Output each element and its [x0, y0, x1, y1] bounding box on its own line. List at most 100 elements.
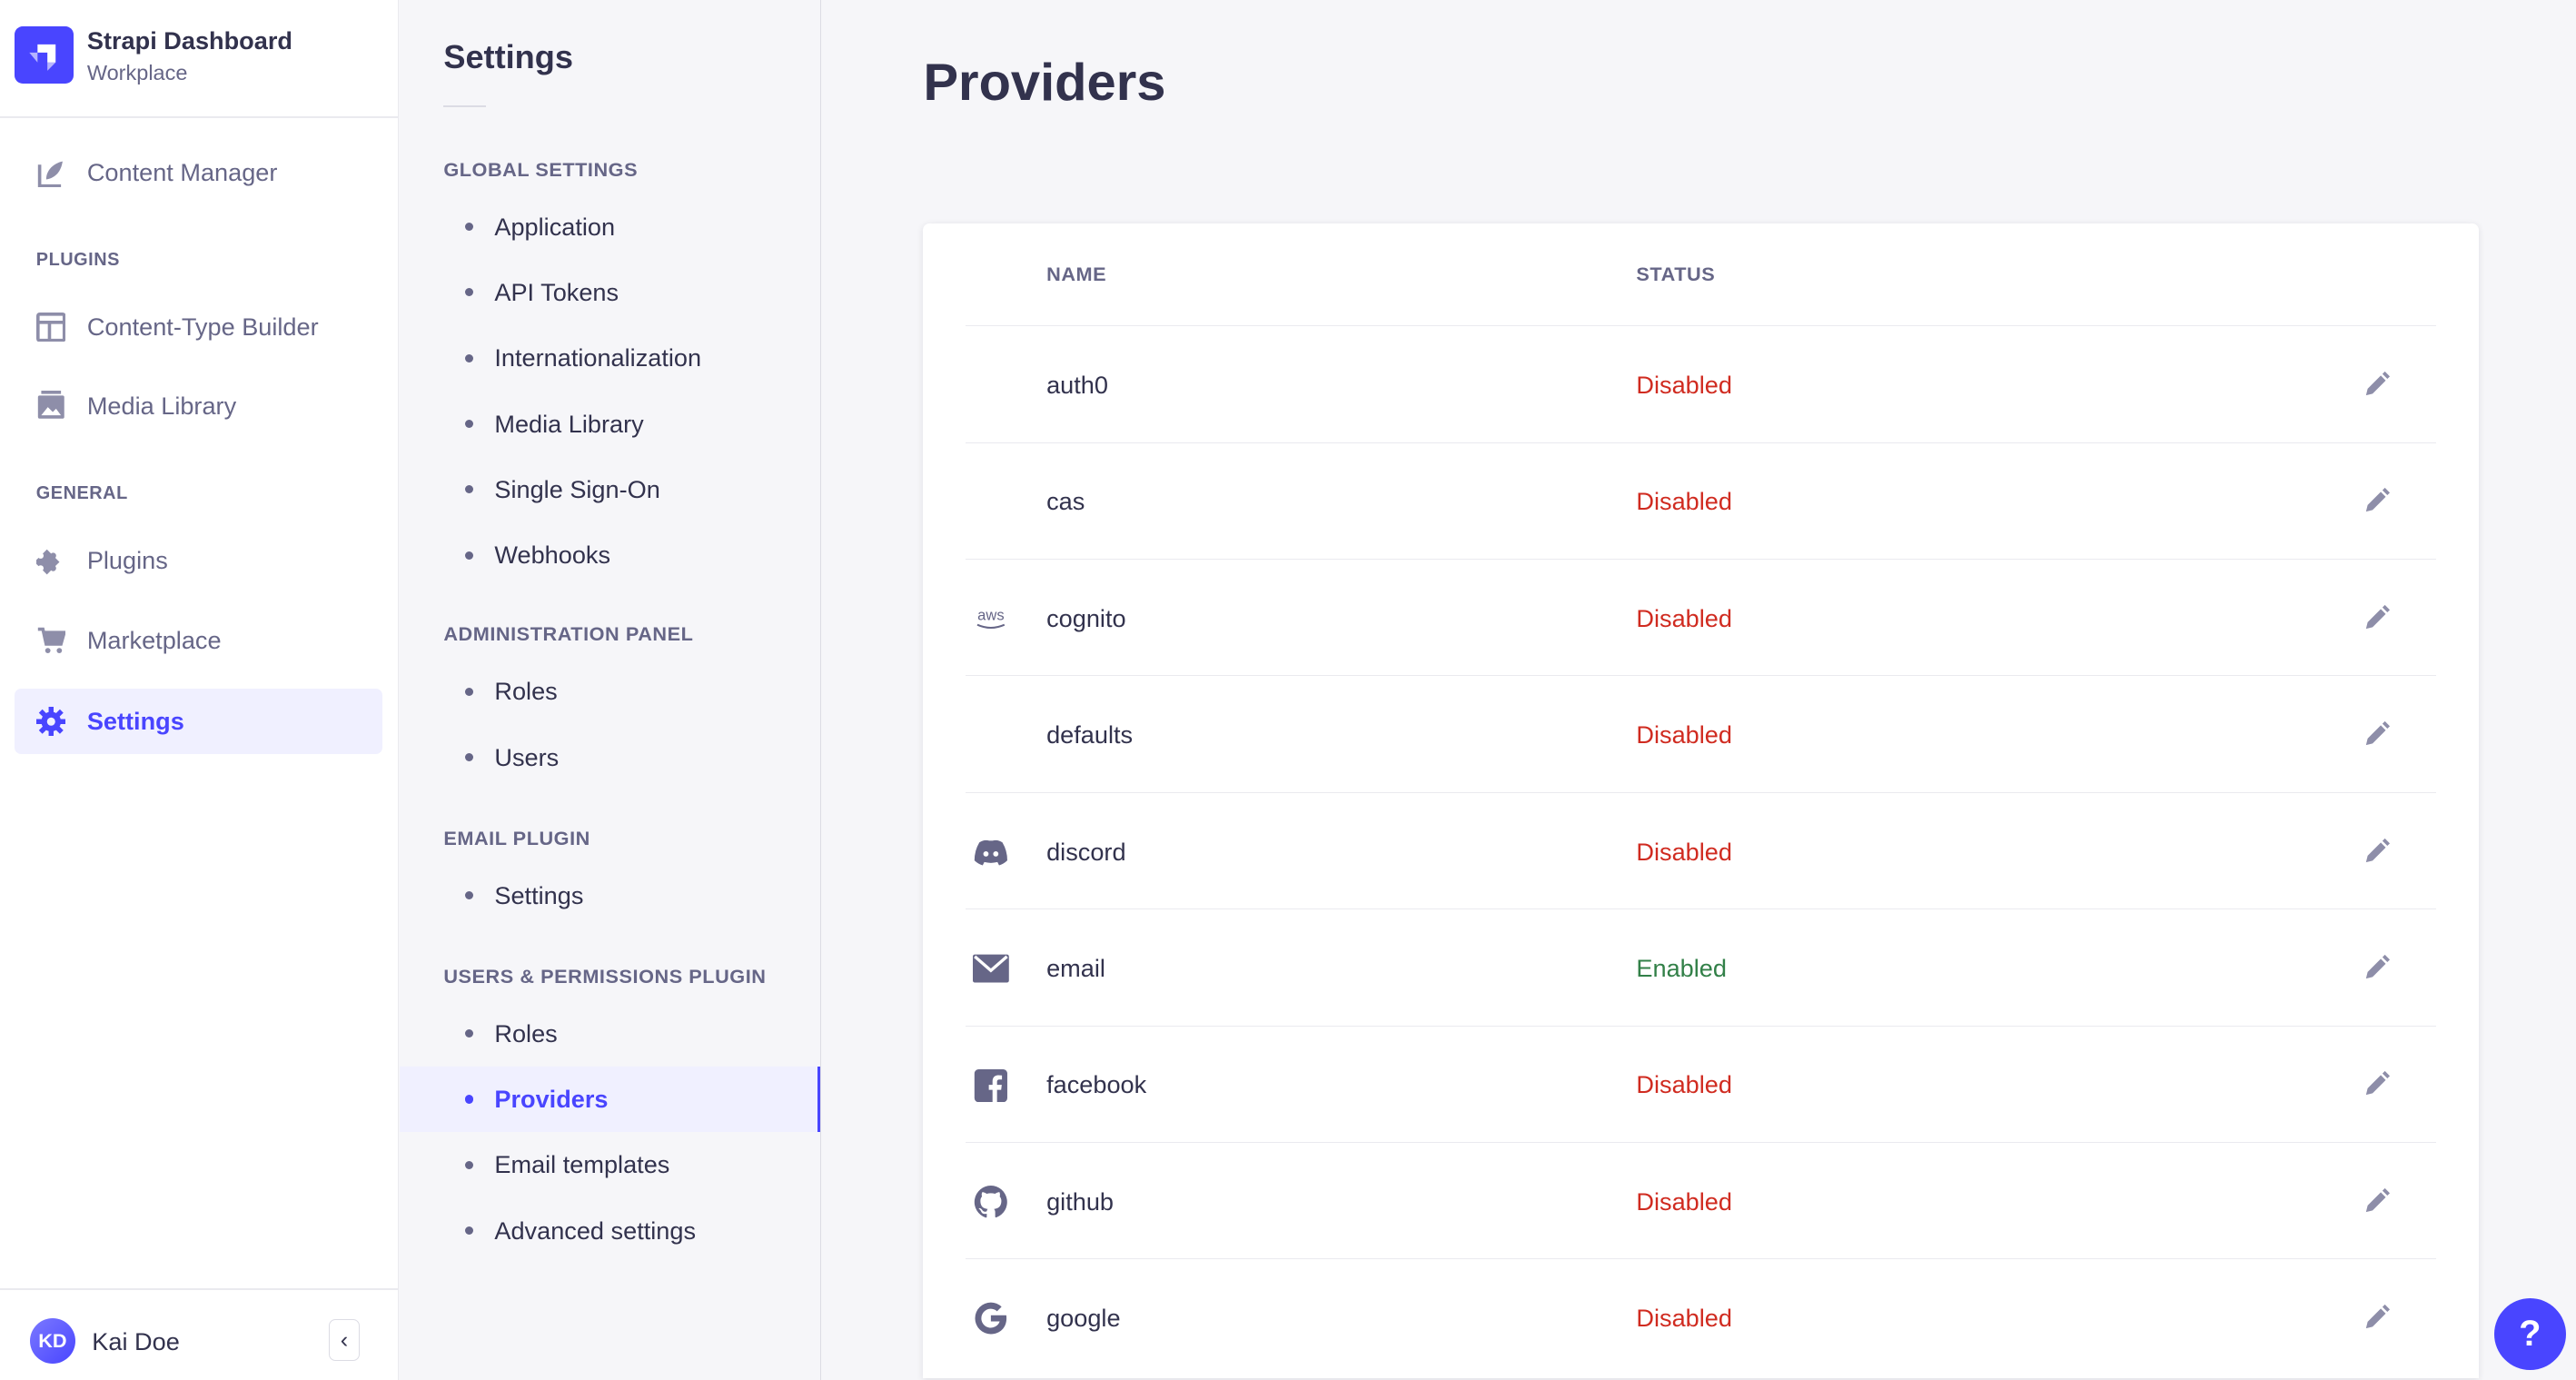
pencil-icon[interactable]: [2364, 604, 2391, 630]
provider-name: facebook: [1046, 1070, 1147, 1099]
subnav-item-email-templates[interactable]: Email templates: [400, 1132, 820, 1197]
bullet: [464, 485, 473, 494]
subnav-item-internationalization[interactable]: Internationalization: [400, 325, 820, 391]
facebook-icon: [973, 1068, 1009, 1102]
column-header-name: NAME: [1046, 263, 1107, 286]
google-icon: [973, 1302, 1009, 1335]
table-row[interactable]: google Disabled: [966, 1258, 2437, 1375]
subnav-item-media-library[interactable]: Media Library: [400, 391, 820, 456]
subnav-item-api-tokens[interactable]: API Tokens: [400, 260, 820, 325]
subnav-item-users[interactable]: Users: [400, 725, 820, 790]
subnav-label: Media Library: [494, 409, 644, 438]
layout-icon: [35, 312, 66, 343]
bullet: [464, 891, 473, 900]
nav-item-content-type-builder[interactable]: Content-Type Builder: [15, 294, 382, 360]
puzzle-icon: [35, 545, 66, 575]
workspace-name: Workplace: [86, 60, 188, 84]
pencil-icon[interactable]: [2364, 371, 2391, 397]
table-row[interactable]: auth0 Disabled: [966, 325, 2437, 442]
pencil-icon[interactable]: [2364, 954, 2391, 980]
provider-name: email: [1046, 954, 1105, 982]
subnav-item-up-roles[interactable]: Roles: [400, 1000, 820, 1066]
cart-icon: [36, 626, 66, 656]
provider-name: cognito: [1046, 603, 1126, 632]
bullet: [464, 1029, 473, 1038]
discord-icon: [973, 836, 1009, 869]
table-row[interactable]: github Disabled: [966, 1142, 2437, 1259]
subnav-item-admin-roles[interactable]: Roles: [400, 659, 820, 724]
table-row[interactable]: defaults Disabled: [966, 675, 2437, 792]
strapi-logo[interactable]: [15, 25, 74, 84]
subnav-label: Webhooks: [494, 541, 611, 570]
collapse-nav-button[interactable]: ‹: [328, 1319, 361, 1361]
provider-name: discord: [1046, 837, 1126, 866]
nav-item-marketplace[interactable]: Marketplace: [15, 608, 382, 673]
subnav-label: Email templates: [494, 1150, 670, 1179]
nav-item-settings[interactable]: Settings: [15, 688, 383, 755]
subnav-item-sso[interactable]: Single Sign-On: [400, 457, 820, 522]
subnav-label: Internationalization: [494, 343, 702, 372]
nav-label: Media Library: [86, 391, 237, 420]
column-header-status: STATUS: [1636, 263, 1716, 286]
subnav-item-advanced-settings[interactable]: Advanced settings: [400, 1198, 820, 1264]
nav-label: Content Manager: [86, 157, 278, 186]
provider-name: github: [1046, 1186, 1114, 1216]
nav-item-content-manager[interactable]: Content Manager: [15, 140, 382, 205]
pencil-icon[interactable]: [2364, 1187, 2391, 1214]
subnav-item-email-settings[interactable]: Settings: [400, 863, 820, 928]
pencil-icon[interactable]: [2364, 487, 2391, 513]
status-badge: Disabled: [1636, 370, 1732, 399]
section-label: EMAIL PLUGIN: [443, 826, 590, 849]
provider-name: auth0: [1046, 370, 1108, 399]
nav-item-plugins[interactable]: Plugins: [15, 528, 382, 593]
table-row[interactable]: cas Disabled: [966, 442, 2437, 560]
github-icon: [973, 1186, 1009, 1218]
app-title: Strapi Dashboard: [86, 25, 292, 55]
help-button[interactable]: ?: [2493, 1297, 2567, 1371]
table-row[interactable]: discord Disabled: [966, 791, 2437, 909]
provider-name: defaults: [1046, 720, 1134, 750]
nav-item-media-library[interactable]: Media Library: [15, 373, 382, 439]
subnav-label: Advanced settings: [494, 1216, 697, 1245]
status-badge: Disabled: [1636, 720, 1732, 750]
status-badge: Disabled: [1636, 487, 1732, 516]
nav-label: Marketplace: [86, 626, 222, 655]
subnav-item-providers[interactable]: Providers: [399, 1066, 820, 1133]
pencil-icon[interactable]: [2364, 720, 2391, 747]
subnav-label: Roles: [494, 1018, 558, 1047]
avatar[interactable]: KD: [29, 1317, 76, 1365]
status-badge: Disabled: [1636, 1186, 1732, 1216]
status-badge: Disabled: [1636, 837, 1732, 866]
table-row[interactable]: aws cognito Disabled: [966, 558, 2437, 676]
page-title: Providers: [923, 53, 1166, 112]
bullet: [464, 1095, 473, 1104]
aws-icon: aws: [973, 602, 1009, 635]
user-name[interactable]: Kai Doe: [92, 1327, 180, 1356]
feather-icon: [36, 158, 66, 188]
nav-label: Plugins: [86, 545, 168, 574]
subnav-label: Single Sign-On: [494, 474, 660, 503]
divider: [443, 104, 487, 107]
status-badge: Disabled: [1636, 1070, 1732, 1099]
provider-icon-empty: [973, 719, 1009, 751]
bullet: [464, 353, 473, 362]
section-label-plugins: PLUGINS: [35, 249, 120, 270]
table-row[interactable]: facebook Disabled: [966, 1025, 2437, 1143]
bullet: [464, 1160, 473, 1169]
pencil-icon[interactable]: [2364, 838, 2391, 864]
pencil-icon[interactable]: [2364, 1304, 2391, 1330]
divider: [0, 116, 398, 119]
section-label: GLOBAL SETTINGS: [443, 157, 639, 181]
bullet: [464, 753, 473, 762]
bullet: [464, 223, 473, 232]
subnav-item-application[interactable]: Application: [400, 194, 820, 259]
svg-text:aws: aws: [977, 607, 1004, 624]
table-row[interactable]: email Enabled: [966, 908, 2437, 1026]
nav-label: Content-Type Builder: [86, 312, 319, 341]
pencil-icon[interactable]: [2364, 1070, 2391, 1097]
provider-name: google: [1046, 1304, 1121, 1333]
subnav-label: Roles: [494, 677, 558, 706]
subnav-title: Settings: [443, 37, 573, 75]
provider-icon-empty: [973, 369, 1009, 402]
subnav-item-webhooks[interactable]: Webhooks: [400, 522, 820, 588]
